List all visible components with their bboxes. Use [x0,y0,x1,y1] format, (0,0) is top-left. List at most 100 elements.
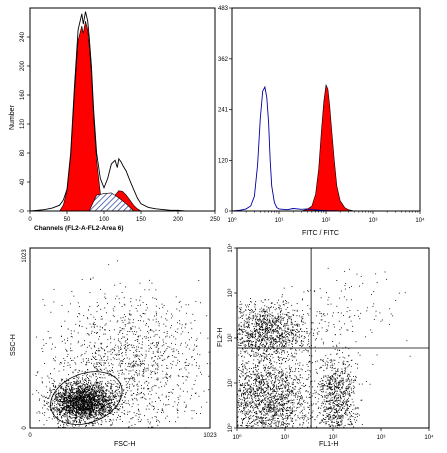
event-dot [108,375,110,376]
event-dot [64,414,66,416]
event-dot [67,383,69,385]
event-dot [95,385,97,387]
event-dot [80,397,82,399]
event-dot [169,346,171,348]
event-dot [114,358,116,360]
event-dot [339,382,341,384]
event-dot [126,342,128,344]
event-dot [72,403,73,405]
event-dot [114,353,116,355]
event-dot [73,393,74,395]
event-dot [95,393,97,395]
event-dot [122,352,123,354]
event-dot [85,391,87,393]
event-dot [75,363,77,365]
event-dot [75,388,77,389]
event-dot [113,383,115,385]
event-dot [103,406,105,408]
event-dot [49,381,50,383]
event-dot [287,339,289,341]
event-dot [97,391,99,392]
event-dot [290,324,292,326]
event-dot [168,395,170,397]
event-dot [282,406,284,408]
event-dot [128,421,130,423]
y-tick-label: 120 [218,159,229,165]
event-dot [110,353,112,355]
event-dot [157,321,159,323]
event-dot [279,335,280,337]
event-dot [92,394,94,395]
event-dot [55,400,57,401]
event-dot [104,350,106,352]
event-dot [120,330,122,331]
event-dot [53,385,54,387]
event-dot [70,390,72,392]
event-dot [166,331,168,332]
event-dot [246,369,248,371]
event-dot [296,353,297,355]
event-dot [82,386,84,388]
event-dot [121,306,123,307]
event-dot [266,309,268,311]
event-dot [140,362,142,364]
event-dot [82,344,84,346]
event-dot [71,336,73,338]
event-dot [177,412,179,414]
event-dot [272,347,274,348]
event-dot [96,381,98,383]
event-dot [115,396,116,398]
y-tick-label: 0 [22,426,28,430]
event-dot [276,336,278,338]
event-dot [80,404,82,406]
event-dot [80,412,82,414]
event-dot [71,392,73,393]
event-dot [88,403,90,405]
event-dot [81,399,83,401]
event-dot [89,401,91,403]
event-dot [129,366,131,367]
event-dot [298,396,300,397]
event-dot [156,334,158,336]
event-dot [332,345,334,347]
event-dot [98,350,100,352]
event-dot [272,315,273,317]
event-dot [258,350,259,351]
event-dot [113,338,115,340]
event-dot [67,394,69,396]
event-dot [269,343,271,345]
event-dot [89,380,91,381]
event-dot [66,405,68,407]
event-dot [62,403,64,405]
event-dot [108,395,110,397]
event-dot [137,364,139,366]
event-dot [100,394,102,396]
event-dot [87,417,89,419]
event-dot [268,307,270,309]
event-dot [299,345,301,346]
event-dot [327,325,329,327]
event-dot [132,417,134,418]
event-dot [249,314,251,316]
event-dot [258,341,260,342]
event-dot [100,381,101,383]
event-dot [286,323,288,325]
event-dot [160,316,162,318]
event-dot [121,373,123,375]
event-dot [71,388,73,390]
event-dot [161,345,163,347]
event-dot [273,320,275,322]
event-dot [92,416,94,418]
event-dot [101,406,103,408]
event-dot [95,401,97,403]
event-dot [137,383,138,385]
event-dot [88,408,89,410]
event-dot [166,415,168,417]
event-dot [165,372,167,374]
event-dot [151,357,153,358]
event-dot [170,327,172,329]
event-dot [66,398,67,400]
event-dot [282,335,283,337]
event-dot [148,289,150,291]
event-dot [60,388,62,390]
